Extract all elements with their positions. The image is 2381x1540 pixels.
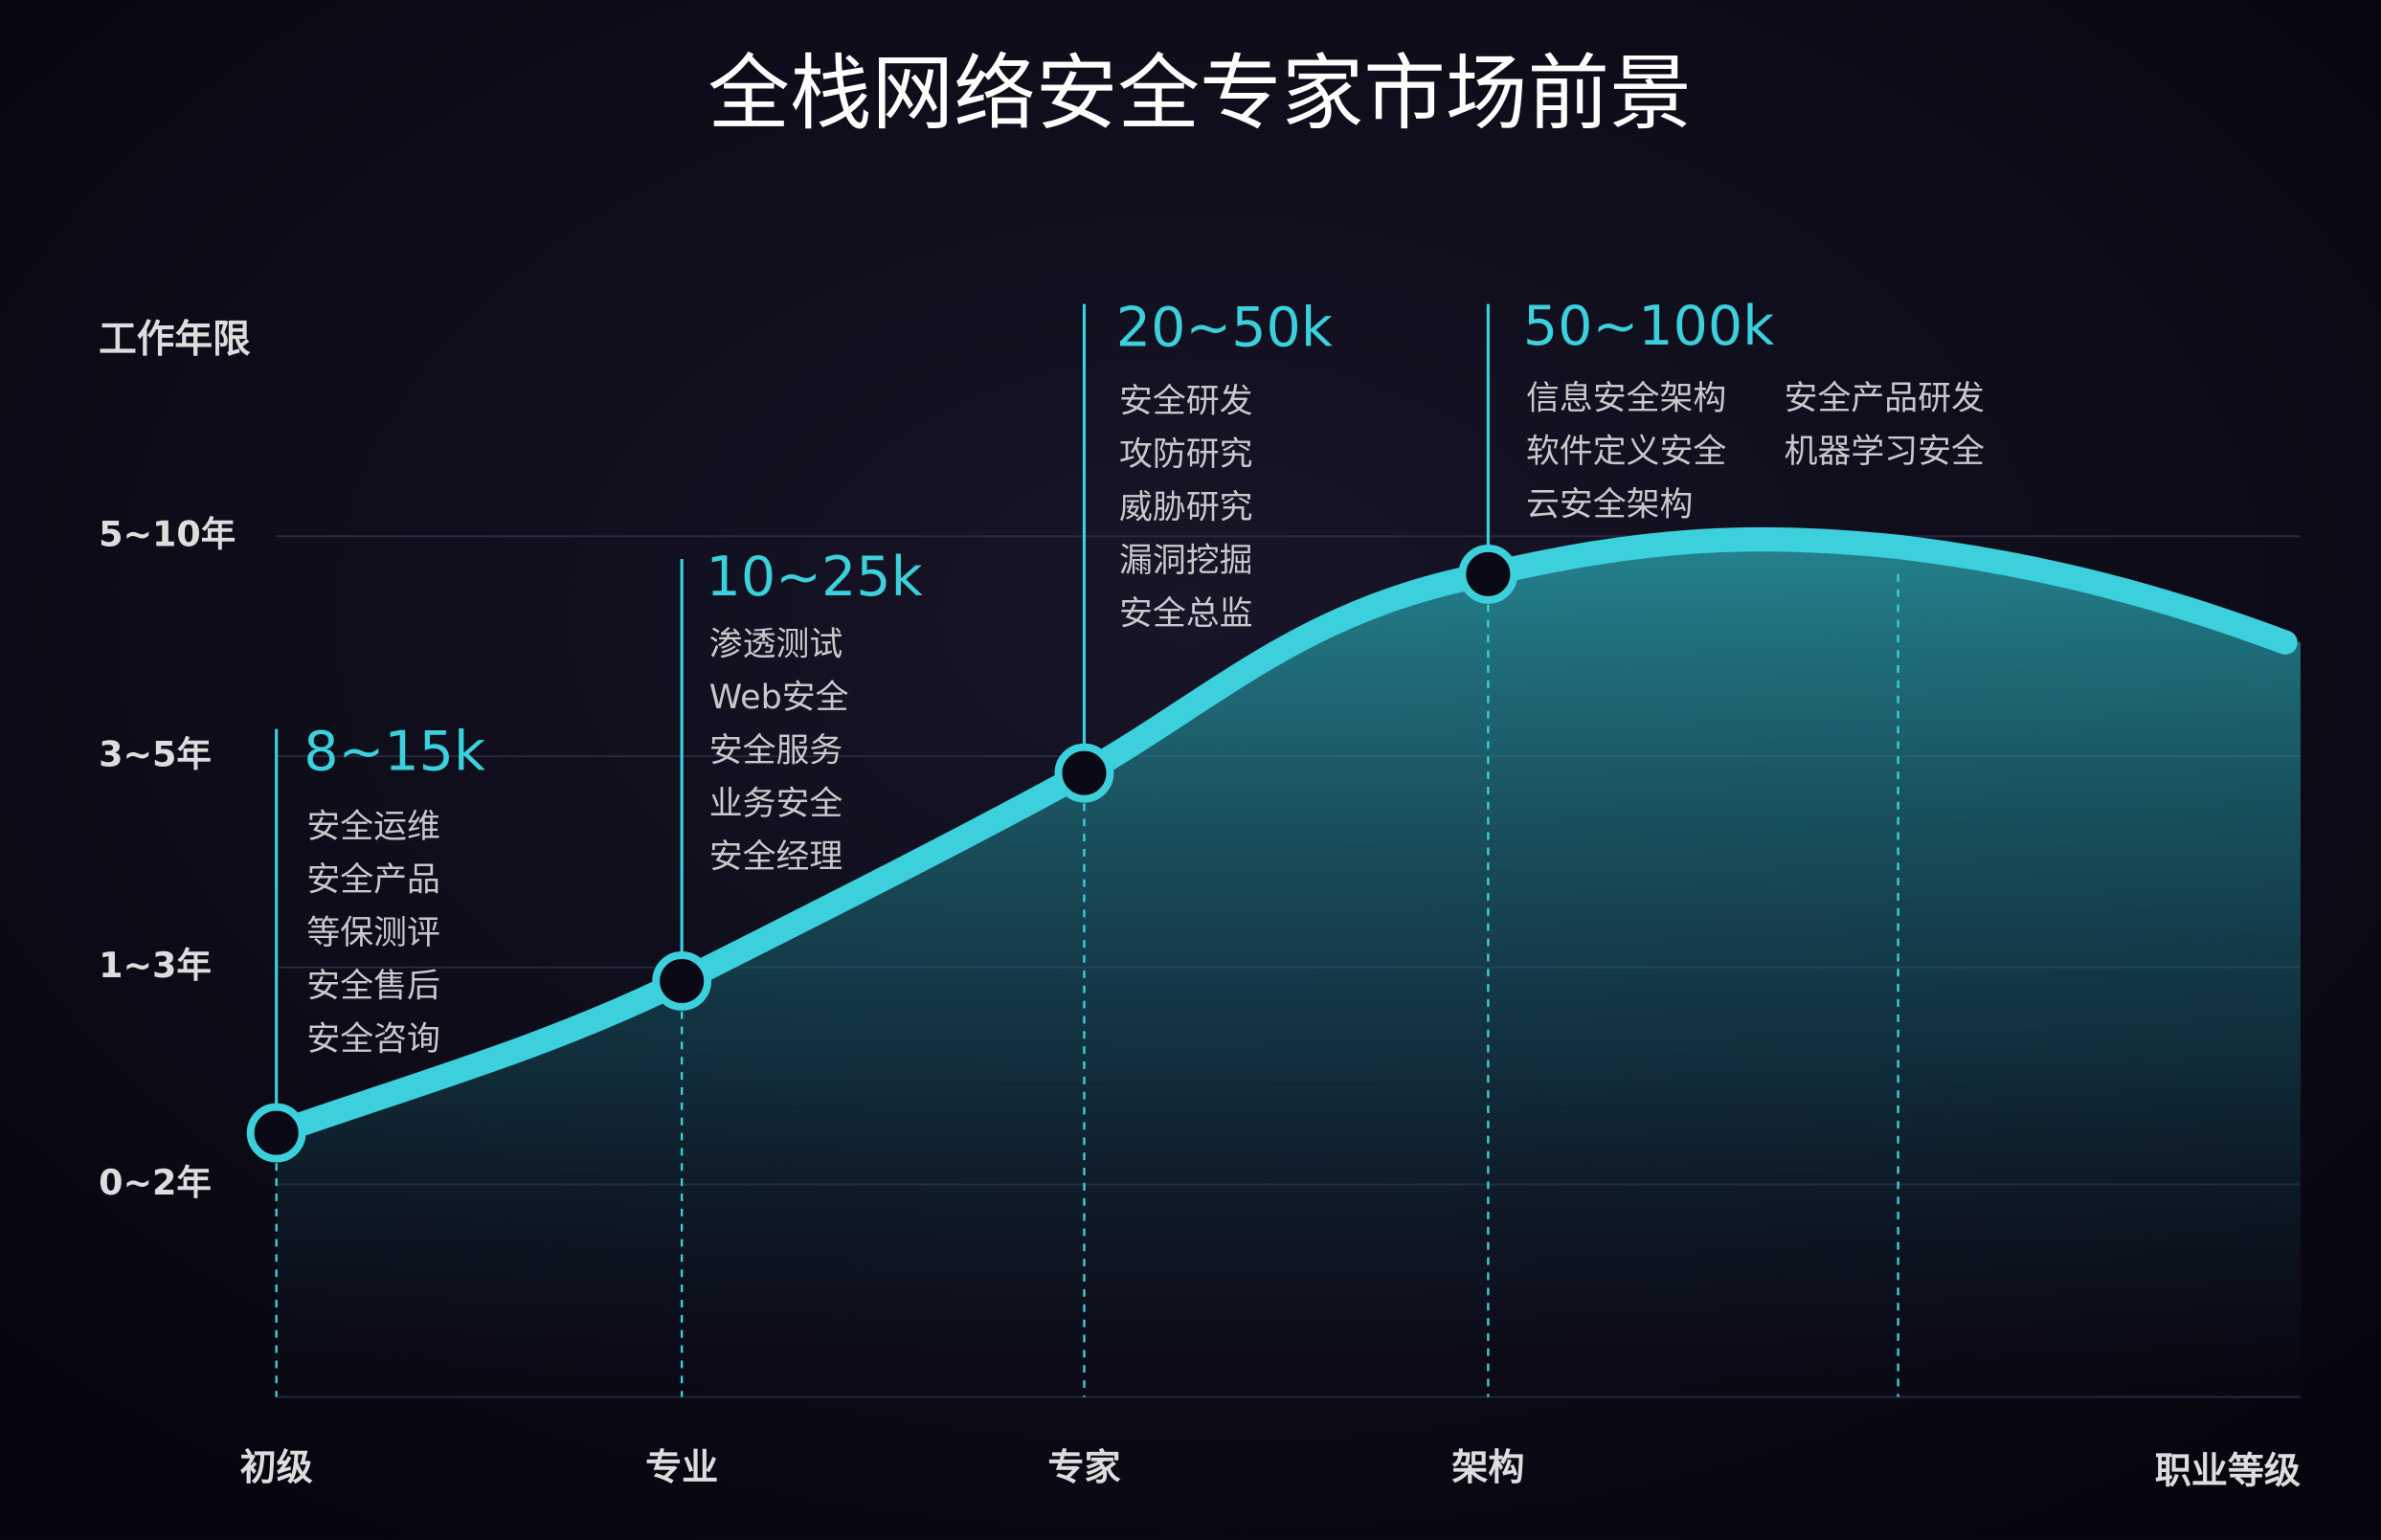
y-axis-title: 工作年限 [99, 318, 251, 362]
role: 安全产品 [306, 860, 440, 899]
role: Web安全 [709, 679, 849, 717]
stems [275, 303, 1490, 1397]
role: 业务安全 [709, 785, 843, 823]
role: 安全经理 [709, 837, 843, 876]
role: 渗透测试 [709, 625, 843, 663]
x-label: 初级 [240, 1446, 313, 1488]
role: 安全售后 [306, 967, 440, 1005]
role: 信息安全架构 [1526, 379, 1726, 417]
role: 安全研发 [1119, 383, 1252, 421]
role: 安全咨询 [306, 1020, 440, 1059]
role: 安全服务 [709, 731, 843, 770]
role: 安全运维 [306, 808, 440, 846]
marker [1458, 544, 1518, 604]
role: 攻防研究 [1119, 435, 1252, 474]
role: 漏洞挖掘 [1119, 542, 1252, 580]
curve [263, 526, 2298, 1146]
x-axis-title: 职业等级 [2155, 1449, 2301, 1491]
x-label: 架构 [1451, 1446, 1524, 1488]
salary: 8~15k [303, 720, 485, 783]
role: 安全产品研发 [1785, 379, 1985, 417]
salary: 10~25k [707, 546, 923, 609]
salary: 20~50k [1116, 297, 1333, 360]
role: 云安全架构 [1526, 486, 1693, 524]
role: 安全总监 [1119, 595, 1252, 634]
role: 等保测评 [306, 914, 440, 952]
curve-area [276, 539, 2301, 1397]
title: 全栈网络安全专家市场前景 [708, 47, 1692, 142]
marker [652, 951, 712, 1011]
y-label: 3~5年 [99, 734, 212, 775]
salary: 50~100k [1523, 295, 1774, 358]
y-label: 1~3年 [99, 945, 212, 986]
role: 机器学习安全 [1785, 433, 1985, 471]
y-label: 0~2年 [99, 1162, 212, 1203]
role: 软件定义安全 [1526, 433, 1726, 471]
y-label: 5~10年 [99, 514, 236, 555]
marker [246, 1103, 306, 1163]
marker [1054, 743, 1114, 803]
x-label: 专业 [645, 1446, 718, 1488]
x-label: 专家 [1047, 1446, 1120, 1488]
role: 威胁研究 [1119, 489, 1252, 527]
